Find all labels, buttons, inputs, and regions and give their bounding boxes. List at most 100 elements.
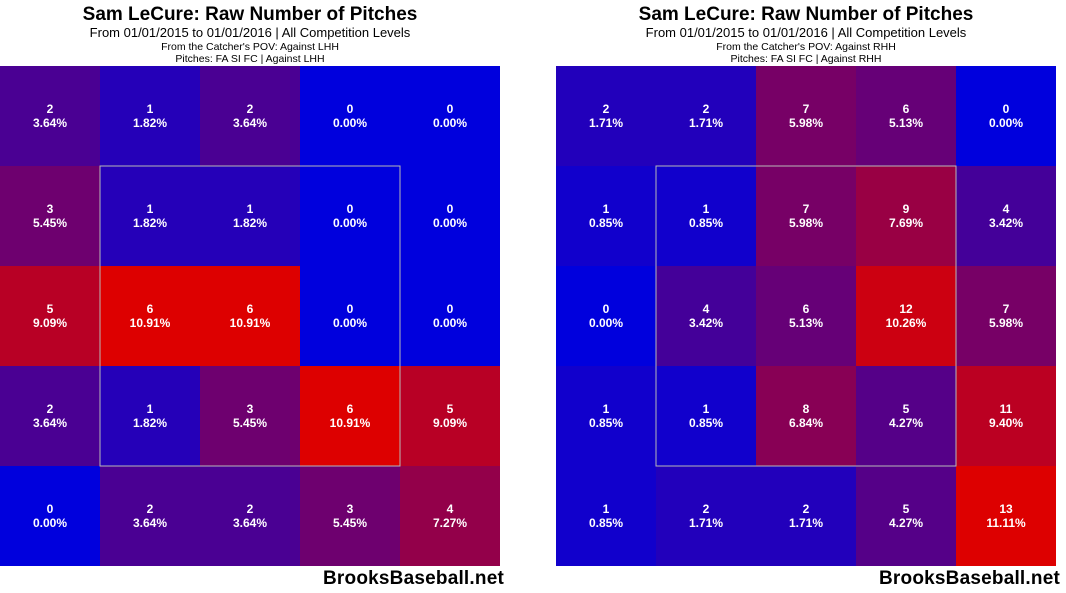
cell-percent-label: 1.82% xyxy=(133,216,167,230)
heatmap-cell xyxy=(956,266,1056,366)
right-chart-panel: Sam LeCure: Raw Number of Pitches From 0… xyxy=(556,0,1066,593)
cell-count-label: 0 xyxy=(1003,102,1010,116)
cell-percent-label: 0.00% xyxy=(433,116,467,130)
heatmap-cell xyxy=(656,466,756,566)
cell-percent-label: 0.00% xyxy=(333,216,367,230)
heatmap-cell xyxy=(200,466,300,566)
heatmap-cell xyxy=(756,166,856,266)
cell-count-label: 7 xyxy=(1003,302,1010,316)
cell-percent-label: 5.13% xyxy=(789,316,823,330)
chart-title: Sam LeCure: Raw Number of Pitches xyxy=(638,4,974,25)
cell-count-label: 2 xyxy=(247,502,254,516)
heatmap-cell xyxy=(556,466,656,566)
cell-count-label: 1 xyxy=(147,102,154,116)
heatmap-cell xyxy=(856,366,956,466)
chart-subtitle: From 01/01/2015 to 01/01/2016 | All Comp… xyxy=(89,25,411,40)
cell-percent-label: 0.85% xyxy=(589,416,623,430)
cell-count-label: 2 xyxy=(47,102,54,116)
cell-count-label: 0 xyxy=(447,202,454,216)
cell-count-label: 2 xyxy=(703,102,710,116)
pov-line: From the Catcher's POV: Against RHH xyxy=(716,41,896,53)
heatmap-cell xyxy=(556,366,656,466)
cell-count-label: 1 xyxy=(603,502,610,516)
cell-percent-label: 5.13% xyxy=(889,116,923,130)
cell-percent-label: 9.09% xyxy=(433,416,467,430)
heatmap-grid: 23.64%11.82%23.64%00.00%00.00%35.45%11.8… xyxy=(0,66,500,566)
cell-percent-label: 1.82% xyxy=(233,216,267,230)
cell-count-label: 2 xyxy=(247,102,254,116)
cell-percent-label: 1.82% xyxy=(133,116,167,130)
cell-count-label: 1 xyxy=(703,402,710,416)
cell-count-label: 0 xyxy=(347,102,354,116)
cell-count-label: 13 xyxy=(999,502,1013,516)
cell-percent-label: 6.84% xyxy=(789,416,823,430)
strike-zone-outline xyxy=(655,165,957,467)
cell-count-label: 4 xyxy=(1003,202,1010,216)
cell-percent-label: 0.85% xyxy=(589,516,623,530)
cell-count-label: 1 xyxy=(703,202,710,216)
heatmap-grid: 21.71%21.71%75.98%65.13%00.00%10.85%10.8… xyxy=(556,66,1056,566)
cell-percent-label: 10.26% xyxy=(886,316,927,330)
cell-count-label: 5 xyxy=(47,302,54,316)
heatmap-cell xyxy=(100,366,200,466)
cell-count-label: 2 xyxy=(47,402,54,416)
cell-count-label: 2 xyxy=(603,102,610,116)
cell-percent-label: 0.00% xyxy=(333,116,367,130)
cell-count-label: 0 xyxy=(447,302,454,316)
heatmap-cell xyxy=(956,166,1056,266)
pov-line: From the Catcher's POV: Against LHH xyxy=(161,41,339,53)
pitches-line: Pitches: FA SI FC | Against LHH xyxy=(175,53,325,65)
cell-percent-label: 3.42% xyxy=(989,216,1023,230)
chart-subtitle: From 01/01/2015 to 01/01/2016 | All Comp… xyxy=(645,25,967,40)
heatmap-cell xyxy=(556,166,656,266)
heatmap-cell xyxy=(300,66,400,166)
heatmap-cell xyxy=(400,66,500,166)
heatmap-cell xyxy=(956,466,1056,566)
heatmap-cell xyxy=(0,66,100,166)
chart-title: Sam LeCure: Raw Number of Pitches xyxy=(82,4,418,25)
heatmap-cell xyxy=(656,66,756,166)
cell-percent-label: 0.00% xyxy=(589,316,623,330)
cell-percent-label: 9.09% xyxy=(33,316,67,330)
cell-count-label: 1 xyxy=(147,202,154,216)
heatmap-cell xyxy=(0,266,100,366)
cell-percent-label: 10.91% xyxy=(330,416,371,430)
cell-percent-label: 5.45% xyxy=(233,416,267,430)
heatmap-cell xyxy=(956,66,1056,166)
cell-count-label: 2 xyxy=(803,502,810,516)
cell-percent-label: 0.85% xyxy=(689,416,723,430)
cell-count-label: 5 xyxy=(903,502,910,516)
cell-count-label: 3 xyxy=(247,402,254,416)
cell-percent-label: 3.64% xyxy=(233,516,267,530)
heatmap-cell xyxy=(300,366,400,466)
cell-percent-label: 5.45% xyxy=(333,516,367,530)
heatmap-cell xyxy=(200,166,300,266)
cell-percent-label: 3.42% xyxy=(689,316,723,330)
cell-percent-label: 10.91% xyxy=(130,316,171,330)
cell-count-label: 5 xyxy=(447,402,454,416)
heatmap-cell xyxy=(100,466,200,566)
cell-count-label: 1 xyxy=(147,402,154,416)
cell-count-label: 6 xyxy=(803,302,810,316)
cell-count-label: 8 xyxy=(803,402,810,416)
cell-percent-label: 7.27% xyxy=(433,516,467,530)
cell-count-label: 4 xyxy=(703,302,710,316)
cell-percent-label: 0.00% xyxy=(433,316,467,330)
cell-count-label: 0 xyxy=(347,302,354,316)
heatmap-cell xyxy=(0,366,100,466)
heatmap-cell xyxy=(556,266,656,366)
heatmap-cell xyxy=(756,66,856,166)
cell-count-label: 6 xyxy=(903,102,910,116)
cell-count-label: 6 xyxy=(347,402,354,416)
cell-count-label: 7 xyxy=(803,202,810,216)
heatmap-cell xyxy=(0,466,100,566)
cell-percent-label: 1.82% xyxy=(133,416,167,430)
heatmap-cell xyxy=(556,66,656,166)
cell-percent-label: 0.00% xyxy=(433,216,467,230)
cell-percent-label: 3.64% xyxy=(33,116,67,130)
heatmap-cell xyxy=(100,166,200,266)
heatmap-cell xyxy=(300,266,400,366)
cell-percent-label: 5.98% xyxy=(789,216,823,230)
heatmap-cell xyxy=(100,66,200,166)
heatmap-cell xyxy=(400,366,500,466)
